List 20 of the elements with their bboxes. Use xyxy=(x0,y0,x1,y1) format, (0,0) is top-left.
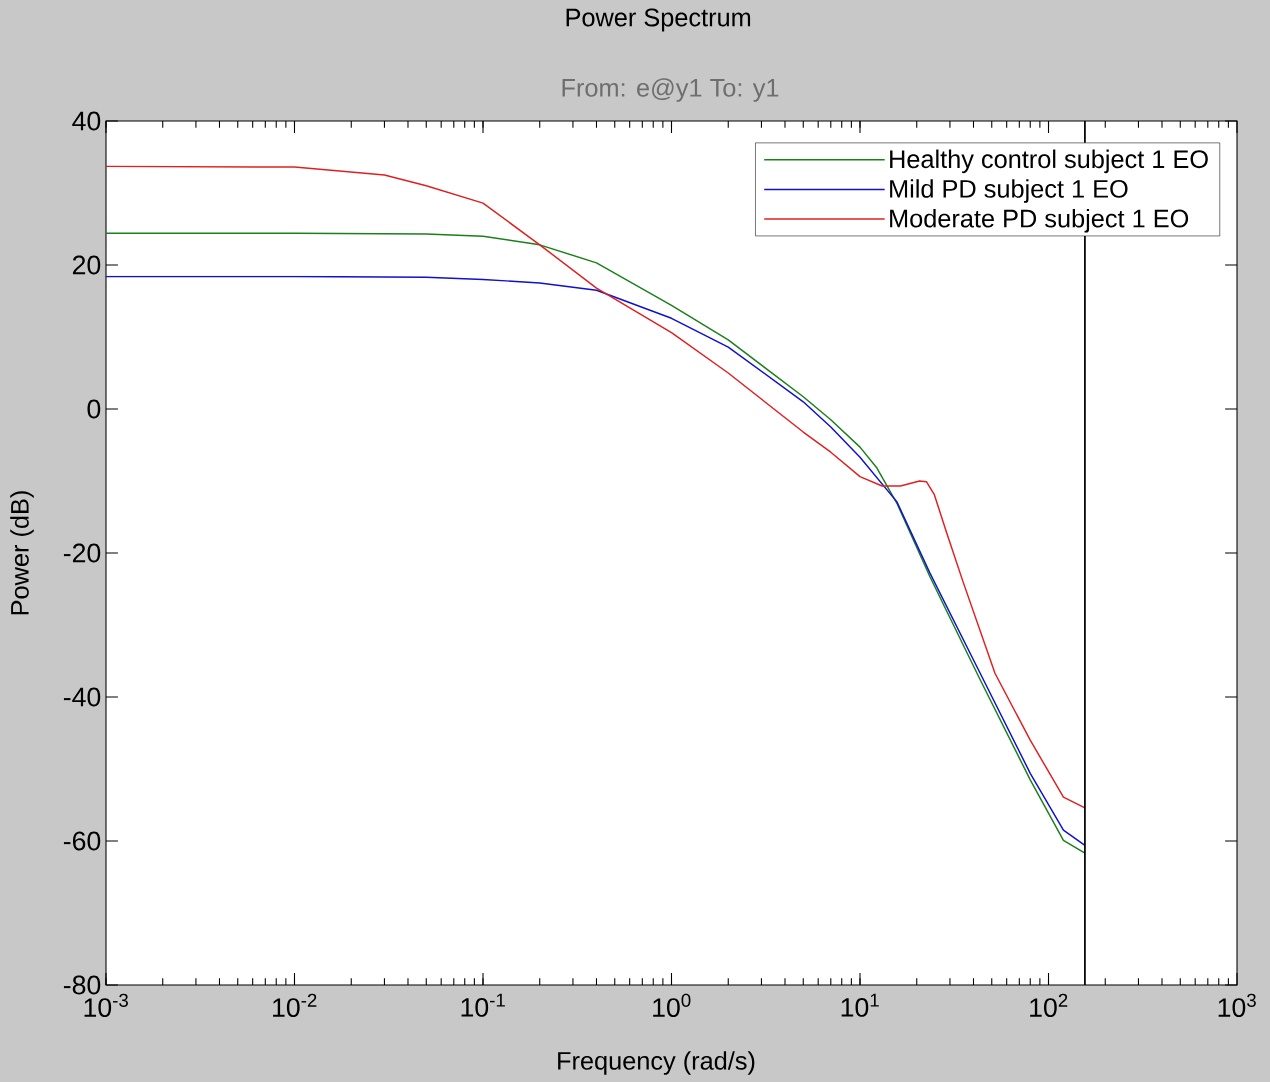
x-tick-label: 10$^{1}$ xyxy=(841,993,879,1017)
x-axis-title: Frequency (rad/s) xyxy=(558,1051,755,1075)
y-tick-label: 20 xyxy=(72,255,101,275)
y-tick-label: -60 xyxy=(63,831,101,851)
legend-label: Mild PD subject 1 EO xyxy=(890,179,1128,203)
x-tick-label: 10$^{3}$ xyxy=(1218,993,1256,1018)
legend-label: Healthy control subject 1 EO xyxy=(890,149,1208,174)
y-tick-label: 40 xyxy=(72,111,101,131)
x-tick-label: 10$^{-2}$ xyxy=(273,993,317,1018)
x-tick-label: 10$^{0}$ xyxy=(653,993,691,1018)
y-tick-label: -80 xyxy=(63,975,101,995)
x-tick-label: 10$^{-1}$ xyxy=(461,993,505,1017)
x-tick-label: 10$^{2}$ xyxy=(1030,993,1068,1018)
legend-label: Moderate PD subject 1 EO xyxy=(890,208,1189,233)
chart-title: Power Spectrum xyxy=(566,8,751,32)
y-axis-title: Power (dB) xyxy=(10,491,34,615)
y-tick-label: 0 xyxy=(87,399,101,419)
chart-subtitle: From: e@y1 To: y1 xyxy=(562,78,779,102)
y-tick-label: -40 xyxy=(63,687,101,707)
y-tick-label: -20 xyxy=(63,543,101,563)
